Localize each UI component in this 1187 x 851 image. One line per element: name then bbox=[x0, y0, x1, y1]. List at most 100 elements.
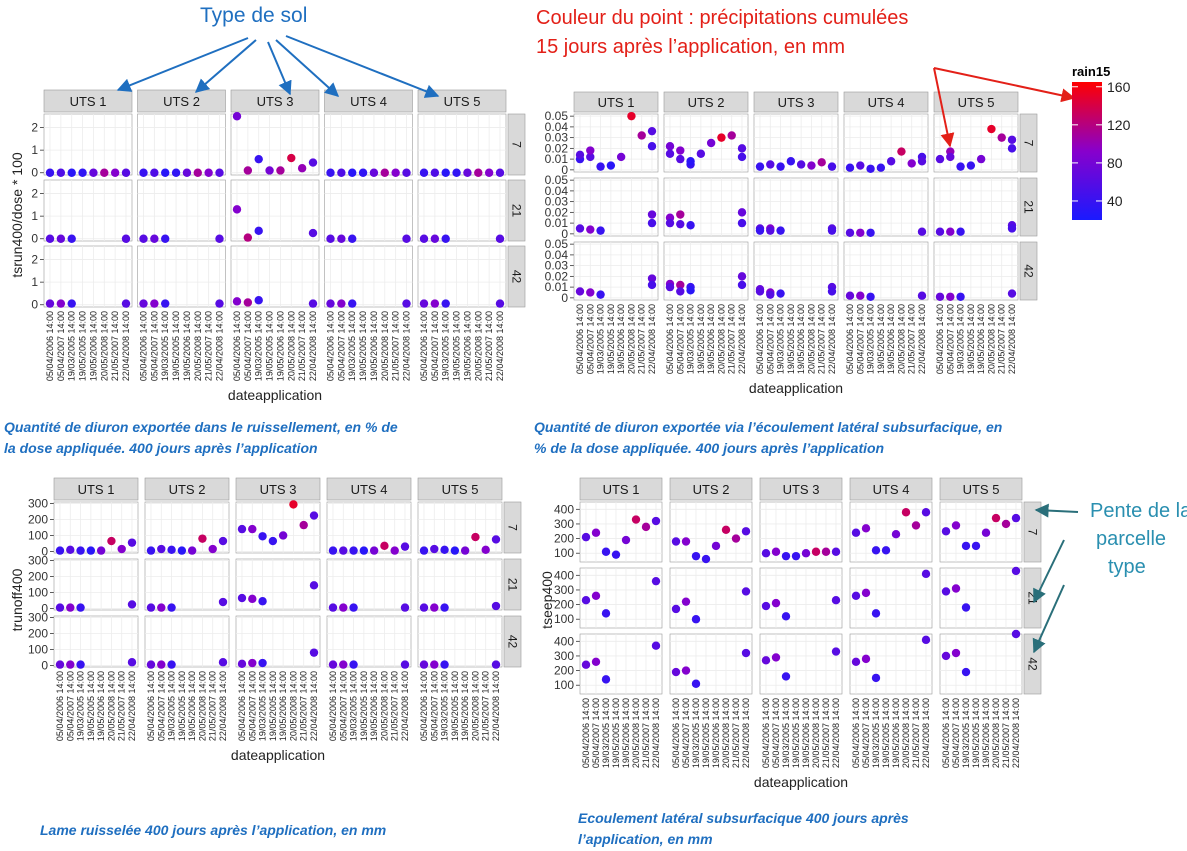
facet-strip-uts-5 bbox=[417, 477, 503, 501]
data-point bbox=[861, 654, 871, 664]
data-point bbox=[786, 157, 796, 166]
y-tick-label: 300 bbox=[28, 497, 48, 511]
data-point bbox=[856, 291, 865, 300]
data-point bbox=[966, 161, 976, 170]
data-point bbox=[861, 524, 871, 533]
facet-strip-uts-5 bbox=[939, 477, 1023, 501]
y-tick-label: 0 bbox=[561, 163, 568, 177]
data-point bbox=[67, 299, 76, 308]
facet-strip-uts-1 bbox=[579, 477, 663, 501]
x-tick-label: 21/05/2007 14:00 bbox=[731, 698, 741, 768]
data-point bbox=[171, 168, 181, 177]
y-tick-label: 300 bbox=[554, 649, 574, 663]
data-point bbox=[297, 164, 307, 173]
data-point bbox=[665, 149, 675, 158]
data-point bbox=[452, 168, 461, 177]
x-tick-label: 19/05/2005 14:00 bbox=[791, 698, 801, 768]
y-tick-label: 0 bbox=[561, 291, 568, 305]
data-point bbox=[86, 546, 96, 555]
x-tick-label: 19/05/2005 14:00 bbox=[881, 698, 891, 768]
panel-uts-5-21 bbox=[933, 177, 1019, 237]
x-tick-label: 19/03/2005 14:00 bbox=[776, 304, 786, 374]
data-point bbox=[766, 226, 775, 235]
x-tick-label: 19/05/2006 14:00 bbox=[711, 698, 721, 768]
data-point bbox=[326, 234, 335, 243]
data-point bbox=[76, 546, 85, 555]
panel-uts-4-42 bbox=[843, 241, 929, 301]
facet-strip-uts-1 bbox=[573, 91, 659, 113]
x-tick-label: 19/03/2005 14:00 bbox=[871, 698, 881, 768]
data-point bbox=[265, 166, 274, 175]
data-point bbox=[737, 272, 747, 281]
panel-uts-2-7 bbox=[669, 501, 753, 563]
data-point bbox=[193, 168, 202, 177]
facet-label: UTS 2 bbox=[693, 482, 730, 497]
data-point bbox=[741, 587, 751, 596]
data-point bbox=[430, 299, 440, 308]
data-point bbox=[402, 299, 411, 308]
data-point bbox=[676, 210, 685, 219]
data-point bbox=[766, 290, 775, 299]
data-point bbox=[78, 168, 87, 177]
x-axis-label: dateapplication bbox=[754, 774, 848, 790]
facet-label: UTS 3 bbox=[260, 482, 297, 497]
facet-label: UTS 5 bbox=[958, 95, 995, 110]
x-tick-label: 19/05/2006 14:00 bbox=[981, 698, 991, 768]
data-point bbox=[851, 528, 861, 537]
data-point bbox=[921, 635, 931, 645]
x-tick-label: 05/04/2007 14:00 bbox=[675, 304, 685, 374]
y-tick-label: 200 bbox=[554, 598, 574, 612]
data-point bbox=[831, 547, 841, 556]
data-point bbox=[463, 168, 472, 177]
x-tick-label: 21/05/2007 14:00 bbox=[817, 304, 827, 374]
data-point bbox=[339, 660, 348, 669]
data-point bbox=[596, 226, 605, 235]
data-point bbox=[309, 511, 319, 520]
data-point bbox=[358, 168, 368, 177]
y-tick-label: 0.04 bbox=[545, 184, 569, 198]
x-tick-label: 21/05/2007 14:00 bbox=[1001, 698, 1011, 768]
data-point bbox=[258, 658, 267, 668]
data-point bbox=[586, 225, 595, 234]
data-point bbox=[348, 299, 357, 308]
data-point bbox=[845, 163, 855, 172]
data-point bbox=[627, 111, 636, 121]
x-tick-label: 05/04/2006 14:00 bbox=[45, 311, 55, 381]
data-point bbox=[380, 541, 389, 551]
x-tick-label: 05/04/2007 14:00 bbox=[149, 311, 159, 381]
data-point bbox=[676, 154, 685, 164]
data-point bbox=[866, 292, 875, 301]
data-point bbox=[167, 545, 176, 555]
x-tick-label: 19/03/2005 14:00 bbox=[349, 671, 359, 741]
data-point bbox=[971, 541, 981, 551]
x-tick-label: 22/04/2008 14:00 bbox=[831, 698, 841, 768]
data-point bbox=[766, 160, 775, 169]
data-point bbox=[182, 168, 192, 177]
data-point bbox=[771, 653, 781, 662]
data-point bbox=[706, 138, 716, 148]
data-point bbox=[460, 546, 470, 555]
data-point bbox=[737, 218, 747, 228]
panel-uts-3-21 bbox=[230, 179, 320, 242]
data-point bbox=[430, 234, 440, 243]
x-tick-label: 20/05/2008 14:00 bbox=[721, 698, 731, 768]
x-tick-label: 19/05/2005 14:00 bbox=[86, 671, 96, 741]
x-tick-label: 22/04/2008 14:00 bbox=[827, 304, 837, 374]
data-point bbox=[781, 612, 791, 621]
y-tick-label: 0 bbox=[41, 601, 48, 615]
data-point bbox=[956, 292, 965, 301]
data-point bbox=[686, 286, 695, 295]
y-tick-label: 200 bbox=[554, 532, 574, 546]
panel-uts-3-7 bbox=[230, 113, 320, 176]
facet-strip-uts-2 bbox=[669, 477, 753, 501]
data-point bbox=[711, 541, 721, 551]
x-tick-label: 19/05/2006 14:00 bbox=[88, 311, 98, 381]
data-point bbox=[127, 658, 137, 667]
data-point bbox=[484, 168, 494, 177]
x-tick-label: 22/04/2008 14:00 bbox=[1011, 698, 1021, 768]
data-point bbox=[727, 131, 736, 140]
x-tick-label: 19/05/2005 14:00 bbox=[452, 311, 462, 381]
x-tick-label: 21/05/2007 14:00 bbox=[297, 311, 307, 381]
facet-label: UTS 1 bbox=[598, 95, 635, 110]
